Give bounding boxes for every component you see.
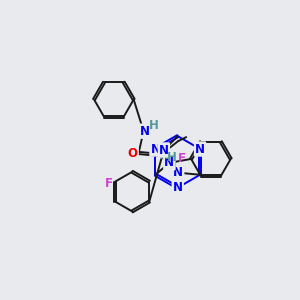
Text: N: N: [164, 156, 174, 170]
Text: N: N: [159, 143, 169, 157]
Text: N: N: [173, 181, 183, 194]
Text: H: H: [158, 149, 168, 162]
Text: H: H: [167, 152, 177, 164]
Text: F: F: [178, 152, 186, 165]
Text: N: N: [140, 125, 150, 138]
Text: H: H: [167, 160, 176, 173]
Text: N: N: [150, 142, 161, 155]
Text: N: N: [173, 166, 183, 179]
Text: H: H: [148, 119, 158, 132]
Text: O: O: [128, 148, 138, 160]
Text: F: F: [105, 177, 113, 190]
Text: N: N: [195, 142, 205, 155]
